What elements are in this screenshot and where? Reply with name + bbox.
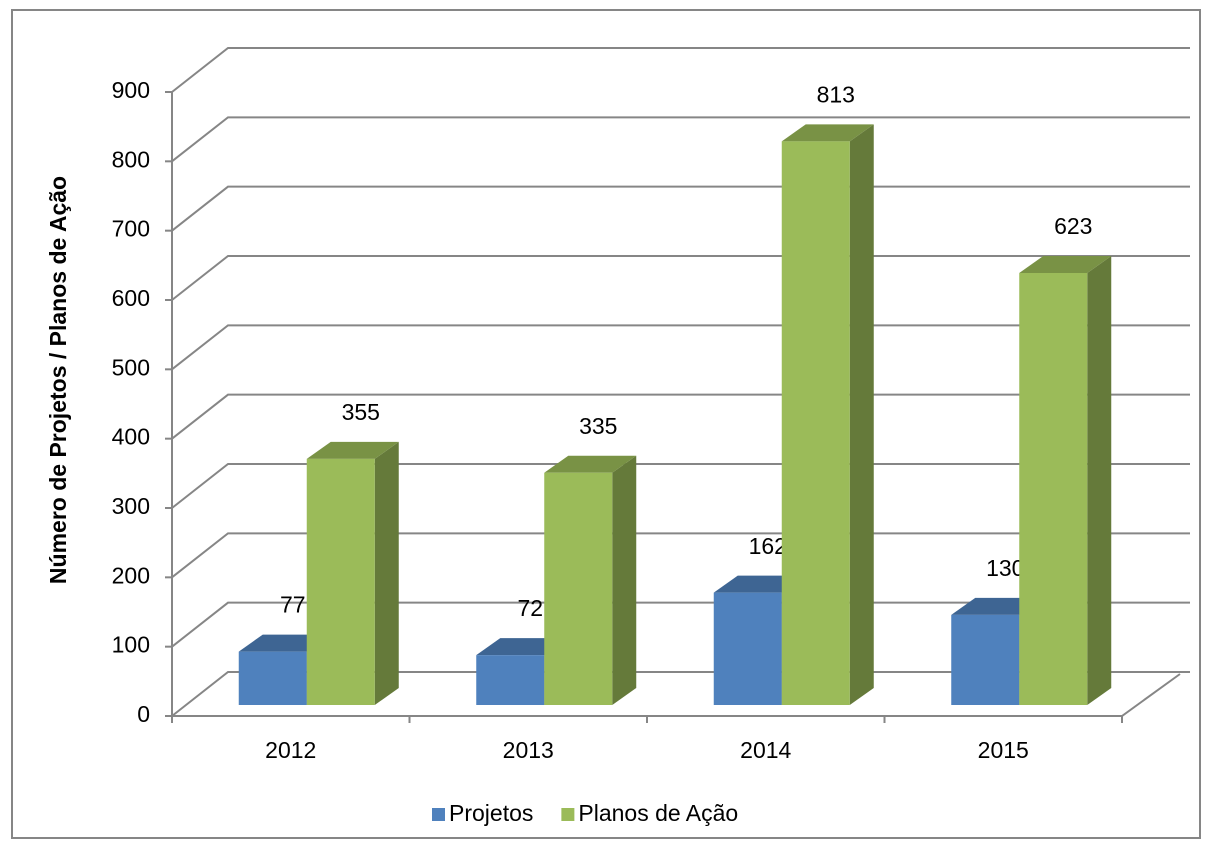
bar bbox=[1019, 256, 1112, 705]
bar-top bbox=[1019, 256, 1112, 274]
y-tick-label: 500 bbox=[112, 354, 150, 380]
legend-label: Planos de Ação bbox=[578, 800, 738, 826]
x-tick-label: 2015 bbox=[978, 737, 1029, 763]
y-tick-label: 700 bbox=[112, 216, 150, 242]
bar-top bbox=[544, 455, 637, 473]
y-axis-title: Número de Projetos / Planos de Ação bbox=[45, 176, 71, 584]
y-tick-label: 200 bbox=[112, 562, 150, 588]
bar bbox=[781, 124, 874, 705]
y-tick-label: 800 bbox=[112, 146, 150, 172]
data-label: 355 bbox=[342, 399, 380, 425]
x-tick-label: 2014 bbox=[740, 737, 791, 763]
bar-front bbox=[476, 655, 545, 705]
y-tick-label: 900 bbox=[112, 77, 150, 103]
data-label: 130 bbox=[986, 555, 1024, 581]
bar-front bbox=[544, 472, 613, 705]
data-label: 813 bbox=[817, 81, 855, 107]
bar-side bbox=[612, 455, 637, 705]
bar bbox=[306, 441, 399, 705]
bar-front bbox=[1019, 273, 1088, 705]
bar-side bbox=[849, 124, 874, 705]
data-label: 77 bbox=[280, 592, 306, 618]
legend-swatch bbox=[561, 808, 575, 821]
x-tick-label: 2013 bbox=[503, 737, 554, 763]
y-tick-label: 600 bbox=[112, 285, 150, 311]
data-label: 623 bbox=[1054, 213, 1092, 239]
y-tick-label: 0 bbox=[137, 701, 150, 727]
data-label: 335 bbox=[579, 413, 617, 439]
bar-side bbox=[1087, 256, 1112, 705]
y-tick-label: 400 bbox=[112, 424, 150, 450]
legend-label: Projetos bbox=[449, 800, 533, 826]
bar-top bbox=[781, 124, 874, 142]
bar-top bbox=[306, 441, 399, 459]
x-tick-label: 2012 bbox=[265, 737, 316, 763]
bar bbox=[544, 455, 637, 705]
bar-front bbox=[951, 614, 1020, 705]
grid-line bbox=[171, 116, 1190, 163]
legend-swatch bbox=[432, 808, 445, 821]
y-tick-label: 300 bbox=[112, 493, 150, 519]
y-tick-label: 100 bbox=[112, 632, 150, 658]
data-label: 162 bbox=[749, 533, 787, 559]
bar-side bbox=[374, 441, 399, 705]
bar-front bbox=[306, 458, 375, 705]
bar-front bbox=[238, 651, 307, 705]
bar-front bbox=[713, 592, 782, 705]
bar-front bbox=[781, 141, 850, 705]
data-label: 72 bbox=[517, 595, 543, 621]
grid-line bbox=[171, 47, 1190, 93]
